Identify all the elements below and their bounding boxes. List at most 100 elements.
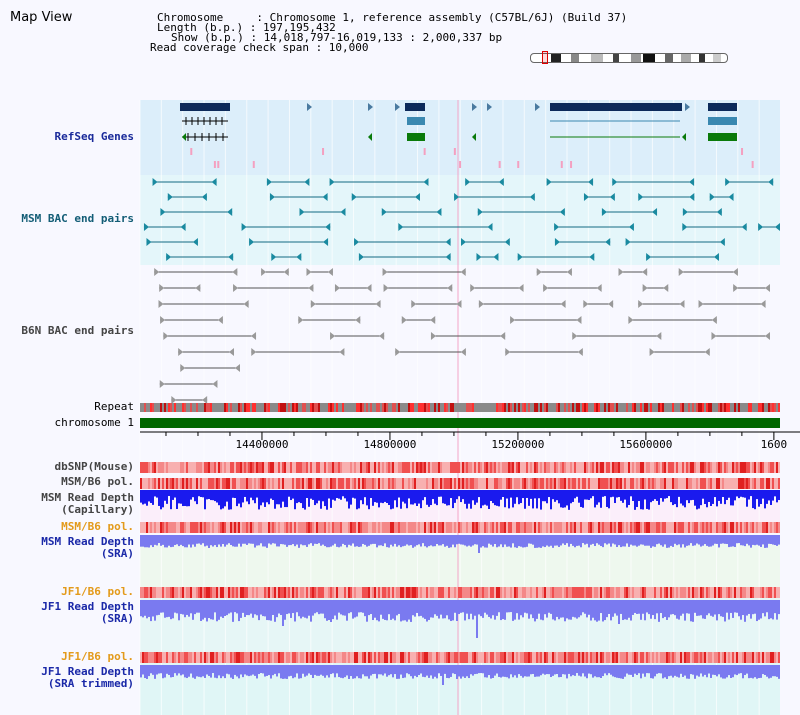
- msm-sra-depth-bar: [506, 535, 508, 547]
- jf1-sra-depth-bar: [222, 600, 224, 618]
- jf1-trimmed-depth-bar: [698, 665, 700, 677]
- msm-sra-depth-bar: [256, 535, 258, 546]
- axis-tick-label: 1600: [761, 438, 788, 451]
- jf1-pol-heat-2: [186, 652, 188, 663]
- dbsnp-heat: [538, 462, 540, 473]
- msm-pol-heat: [654, 478, 656, 489]
- msm-sra-depth-bar: [382, 535, 384, 547]
- jf1-sra-depth-bar: [696, 600, 698, 616]
- msm-sra-depth-bar: [232, 535, 234, 547]
- jf1-pol-heat-2: [472, 652, 474, 663]
- jf1-sra-depth-bar: [358, 600, 360, 613]
- jf1-pol-heat-2: [392, 652, 394, 663]
- jf1-sra-depth-bar: [716, 600, 718, 621]
- track-label-b6n-bac[interactable]: B6N BAC end pairs: [21, 324, 134, 337]
- jf1-sra-depth-bar: [482, 600, 484, 618]
- jf1-sra-depth-bar: [602, 600, 604, 622]
- jf1-pol-heat-2: [380, 652, 382, 663]
- jf1-pol-heat: [772, 587, 774, 598]
- chromosome-ideogram[interactable]: [530, 53, 728, 63]
- track-label-msm-b6-pol-2[interactable]: MSM/B6 pol.: [61, 520, 134, 533]
- msm-capillary-depth-bar: [184, 490, 186, 506]
- msm-pol-heat-2: [458, 522, 460, 533]
- track-label-msm-depth-sra[interactable]: MSM Read Depth (SRA): [41, 535, 134, 560]
- ideogram-position-marker[interactable]: [542, 51, 548, 64]
- jf1-sra-depth-bar: [704, 600, 706, 619]
- msm-sra-depth-bar: [332, 535, 334, 546]
- msm-capillary-depth-bar: [748, 490, 750, 500]
- jf1-pol-heat-2: [378, 652, 380, 663]
- jf1-pol-heat: [640, 587, 642, 598]
- jf1-trimmed-depth-bar: [686, 665, 688, 679]
- track-label-msm-b6-pol[interactable]: MSM/B6 pol.: [61, 475, 134, 488]
- jf1-pol-heat: [238, 587, 240, 598]
- msm-pol-heat-2: [706, 522, 708, 533]
- msm-capillary-depth-bar: [606, 490, 608, 507]
- track-label-msm-depth-capillary[interactable]: MSM Read Depth (Capillary): [41, 491, 134, 516]
- jf1-pol-heat: [744, 587, 746, 598]
- msm-bac-end: [628, 223, 634, 231]
- jf1-sra-depth-bar: [472, 600, 474, 620]
- b6n-bac-end: [339, 348, 345, 356]
- jf1-pol-heat: [676, 587, 678, 598]
- track-label-chromosome[interactable]: chromosome 1: [54, 416, 134, 429]
- jf1-trimmed-depth-bar: [332, 665, 334, 674]
- jf1-pol-heat-2: [320, 652, 322, 663]
- msm-pol-heat: [476, 478, 478, 489]
- track-label-refseq-genes[interactable]: RefSeq Genes: [54, 130, 134, 143]
- repeat-mark: [584, 403, 586, 412]
- jf1-sra-depth-bar: [204, 600, 206, 618]
- track-label-jf1-b6-pol-2[interactable]: JF1/B6 pol.: [61, 650, 134, 663]
- msm-sra-depth-bar: [662, 535, 664, 547]
- msm-pol-heat: [732, 478, 734, 489]
- jf1-pol-heat: [760, 587, 762, 598]
- msm-pol-heat: [660, 478, 662, 489]
- msm-pol-heat-2: [528, 522, 530, 533]
- jf1-pol-heat-2: [420, 652, 422, 663]
- msm-pol-heat-2: [444, 522, 446, 533]
- msm-pol-heat-2: [702, 522, 704, 533]
- msm-capillary-depth-bar: [628, 490, 630, 505]
- msm-pol-heat: [218, 478, 220, 489]
- msm-pol-heat-2: [498, 522, 500, 533]
- b6n-bac-end: [298, 316, 304, 324]
- jf1-sra-depth-bar: [340, 600, 342, 615]
- msm-capillary-depth-bar: [692, 490, 694, 500]
- msm-pol-heat-2: [248, 522, 250, 533]
- msm-capillary-depth-bar: [278, 490, 280, 505]
- jf1-trimmed-depth-bar: [288, 665, 290, 677]
- jf1-sra-depth-bar: [692, 600, 694, 622]
- msm-pol-heat-2: [524, 522, 526, 533]
- track-label-dbsnp[interactable]: dbSNP(Mouse): [54, 460, 134, 473]
- msm-pol-heat-2: [658, 522, 660, 533]
- jf1-trimmed-depth-bar: [354, 665, 356, 679]
- jf1-pol-heat: [684, 587, 686, 598]
- jf1-sra-depth-bar: [184, 600, 186, 618]
- repeat-mark: [692, 403, 694, 412]
- repeat-mark: [522, 403, 524, 412]
- track-label-jf1-depth-sra[interactable]: JF1 Read Depth (SRA): [41, 600, 134, 625]
- jf1-sra-depth-bar: [348, 600, 350, 614]
- msm-capillary-depth-bar: [710, 490, 712, 506]
- track-label-jf1-depth-trimmed[interactable]: JF1 Read Depth (SRA trimmed): [41, 665, 134, 690]
- jf1-pol-heat-2: [512, 652, 514, 663]
- msm-sra-depth-bar: [544, 535, 546, 548]
- msm-capillary-depth-bar: [244, 490, 246, 497]
- jf1-pol-heat-2: [560, 652, 562, 663]
- msm-pol-heat: [772, 478, 774, 489]
- track-label-msm-bac[interactable]: MSM BAC end pairs: [21, 212, 134, 225]
- track-label-jf1-b6-pol[interactable]: JF1/B6 pol.: [61, 585, 134, 598]
- msm-pol-heat: [436, 478, 438, 489]
- msm-pol-heat-2: [330, 522, 332, 533]
- dbsnp-heat: [188, 462, 190, 473]
- jf1-pol-heat-2: [358, 652, 360, 663]
- msm-sra-depth-bar: [272, 535, 274, 544]
- dbsnp-heat: [722, 462, 724, 473]
- msm-pol-heat: [358, 478, 360, 489]
- track-label-repeat[interactable]: Repeat: [94, 400, 134, 413]
- dbsnp-heat: [374, 462, 376, 473]
- refseq-arrow: [368, 133, 372, 141]
- jf1-sra-depth-bar: [540, 600, 542, 620]
- dbsnp-heat: [492, 462, 494, 473]
